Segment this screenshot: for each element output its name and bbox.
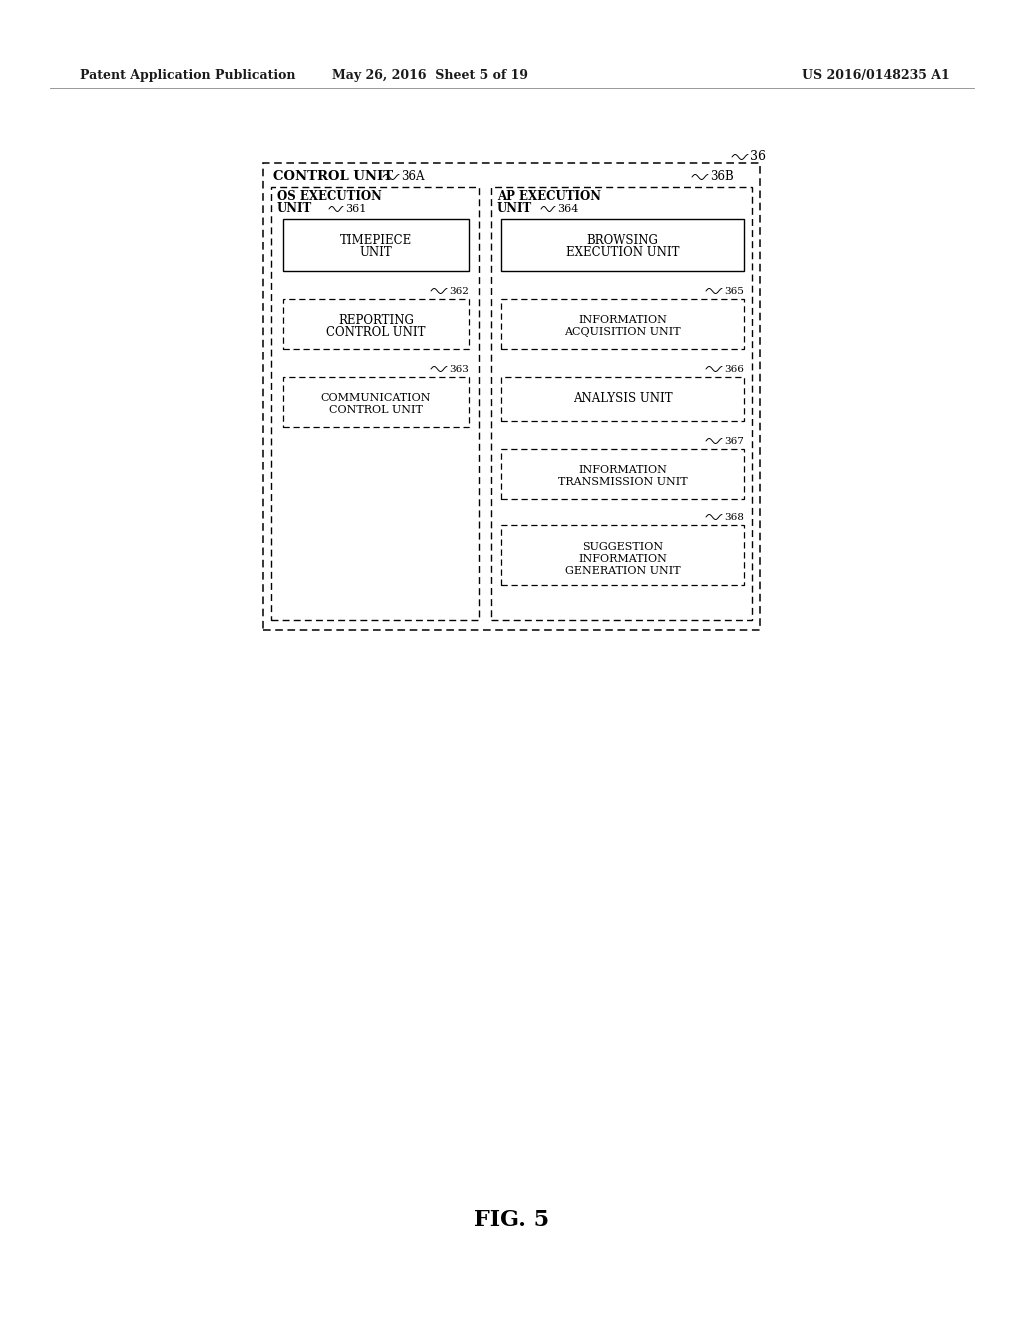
Text: INFORMATION: INFORMATION [579, 465, 667, 475]
Bar [263, 162, 760, 630]
Text: 365: 365 [724, 286, 743, 296]
Text: CONTROL UNIT: CONTROL UNIT [327, 326, 426, 338]
Text: INFORMATION: INFORMATION [579, 554, 667, 564]
Text: 36A: 36A [401, 170, 425, 183]
Text: 367: 367 [724, 437, 743, 446]
Text: TRANSMISSION UNIT: TRANSMISSION UNIT [558, 477, 687, 487]
Text: REPORTING: REPORTING [338, 314, 414, 326]
Text: FIG. 5: FIG. 5 [474, 1209, 550, 1232]
Text: AP EXECUTION: AP EXECUTION [497, 190, 601, 203]
Text: 364: 364 [557, 205, 579, 214]
Bar [283, 300, 469, 348]
Text: GENERATION UNIT: GENERATION UNIT [564, 566, 680, 576]
Text: TIMEPIECE: TIMEPIECE [340, 235, 412, 248]
Bar [271, 187, 479, 620]
Bar [283, 378, 469, 426]
Text: Patent Application Publication: Patent Application Publication [80, 69, 296, 82]
Text: UNIT: UNIT [497, 202, 532, 215]
Bar [501, 219, 744, 271]
Bar [501, 378, 744, 421]
Text: May 26, 2016  Sheet 5 of 19: May 26, 2016 Sheet 5 of 19 [332, 69, 528, 82]
Text: 36B: 36B [710, 170, 734, 183]
Bar [501, 525, 744, 585]
Bar [501, 449, 744, 499]
Bar [501, 300, 744, 348]
Bar [283, 219, 469, 271]
Text: OS EXECUTION: OS EXECUTION [278, 190, 382, 203]
Text: US 2016/0148235 A1: US 2016/0148235 A1 [802, 69, 950, 82]
Text: ANALYSIS UNIT: ANALYSIS UNIT [572, 392, 673, 405]
Text: COMMUNICATION: COMMUNICATION [321, 393, 431, 403]
Text: 363: 363 [449, 364, 469, 374]
Text: EXECUTION UNIT: EXECUTION UNIT [565, 247, 679, 260]
Text: 361: 361 [345, 205, 367, 214]
Text: UNIT: UNIT [278, 202, 312, 215]
Text: CONTROL UNIT: CONTROL UNIT [273, 170, 393, 183]
Bar [490, 187, 752, 620]
Text: 36: 36 [750, 150, 766, 164]
Text: SUGGESTION: SUGGESTION [582, 543, 664, 552]
Text: 368: 368 [724, 512, 743, 521]
Text: UNIT: UNIT [359, 247, 392, 260]
Text: BROWSING: BROWSING [587, 235, 658, 248]
Text: CONTROL UNIT: CONTROL UNIT [329, 405, 423, 414]
Text: 362: 362 [449, 286, 469, 296]
Text: 366: 366 [724, 364, 743, 374]
Text: INFORMATION: INFORMATION [579, 315, 667, 325]
Text: ACQUISITION UNIT: ACQUISITION UNIT [564, 327, 681, 337]
